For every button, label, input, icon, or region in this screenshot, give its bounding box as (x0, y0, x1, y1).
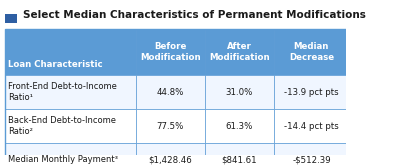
Text: 77.5%: 77.5% (156, 122, 184, 131)
Text: Median Monthly Payment³: Median Monthly Payment³ (8, 155, 118, 164)
FancyBboxPatch shape (205, 109, 274, 143)
FancyBboxPatch shape (5, 15, 16, 23)
Text: Median
Decrease: Median Decrease (289, 42, 334, 62)
Text: 31.0%: 31.0% (226, 88, 253, 97)
FancyBboxPatch shape (274, 109, 349, 143)
Text: After
Modification: After Modification (209, 42, 270, 62)
FancyBboxPatch shape (136, 143, 205, 165)
FancyBboxPatch shape (274, 29, 349, 75)
Text: $1,428.46: $1,428.46 (148, 155, 192, 164)
Text: -13.9 pct pts: -13.9 pct pts (284, 88, 339, 97)
FancyBboxPatch shape (5, 109, 136, 143)
Text: Back-End Debt-to-Income
Ratio²: Back-End Debt-to-Income Ratio² (8, 116, 116, 136)
Text: Front-End Debt-to-Income
Ratio¹: Front-End Debt-to-Income Ratio¹ (8, 82, 117, 102)
FancyBboxPatch shape (136, 75, 205, 109)
FancyBboxPatch shape (136, 29, 205, 75)
Text: -$512.39: -$512.39 (292, 155, 331, 164)
FancyBboxPatch shape (274, 143, 349, 165)
FancyBboxPatch shape (205, 29, 274, 75)
Text: -14.4 pct pts: -14.4 pct pts (284, 122, 339, 131)
FancyBboxPatch shape (5, 29, 136, 75)
FancyBboxPatch shape (5, 75, 136, 109)
FancyBboxPatch shape (274, 75, 349, 109)
Text: Select Median Characteristics of Permanent Modifications: Select Median Characteristics of Permane… (24, 10, 366, 20)
FancyBboxPatch shape (205, 143, 274, 165)
Text: Loan Characteristic: Loan Characteristic (8, 60, 103, 69)
FancyBboxPatch shape (5, 143, 136, 165)
Text: 44.8%: 44.8% (156, 88, 184, 97)
FancyBboxPatch shape (205, 75, 274, 109)
FancyBboxPatch shape (136, 109, 205, 143)
Text: $841.61: $841.61 (221, 155, 257, 164)
Text: 61.3%: 61.3% (226, 122, 253, 131)
Text: Before
Modification: Before Modification (140, 42, 200, 62)
